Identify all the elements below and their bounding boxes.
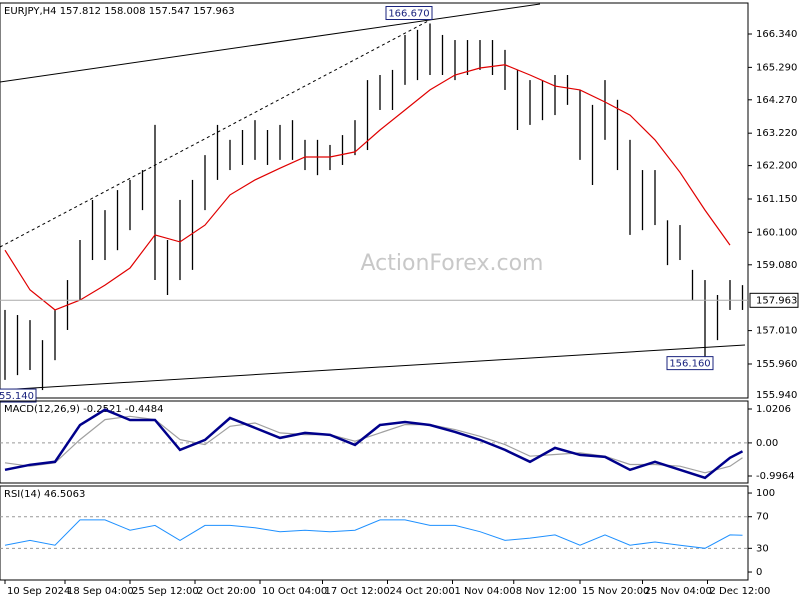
y-tick-label: 163.220 bbox=[756, 128, 797, 139]
last-price-label: 157.963 bbox=[756, 295, 797, 306]
series-line bbox=[4, 408, 744, 480]
panel-title: EURJPY,H4 157.812 158.008 157.547 157.96… bbox=[4, 6, 235, 17]
y-tick-label: 165.290 bbox=[756, 62, 797, 73]
y-tick-label: 0.00 bbox=[756, 438, 778, 449]
series-line bbox=[4, 519, 743, 549]
x-tick-label: 8 Nov 12:00 bbox=[516, 586, 577, 597]
x-tick-label: 15 Nov 20:00 bbox=[582, 586, 649, 597]
y-tick-label: 162.200 bbox=[756, 161, 797, 172]
bottom-label: 155.940 bbox=[756, 390, 797, 401]
series-line bbox=[4, 64, 731, 311]
lower-trendline bbox=[0, 344, 746, 391]
y-tick-label: 160.100 bbox=[756, 227, 797, 238]
y-tick-label: 166.340 bbox=[756, 29, 797, 40]
x-tick-label: 10 Sep 2024 bbox=[7, 586, 70, 597]
annotation-label: 166.670 bbox=[388, 9, 429, 20]
x-tick-label: 17 Oct 12:00 bbox=[325, 586, 390, 597]
last-price-box bbox=[749, 292, 799, 308]
panel-frame bbox=[0, 2, 749, 399]
y-tick-label: 155.960 bbox=[756, 359, 797, 370]
x-tick-label: 1 Nov 04:00 bbox=[455, 586, 516, 597]
panel-frame bbox=[0, 485, 749, 581]
y-tick-label: 159.080 bbox=[756, 260, 797, 271]
y-tick-label: 157.010 bbox=[756, 326, 797, 337]
y-tick-label: 70 bbox=[756, 512, 769, 523]
panel-frame bbox=[0, 400, 749, 484]
panel-title: RSI(14) 46.5063 bbox=[4, 489, 85, 500]
upper-trendline bbox=[0, 3, 541, 83]
x-tick-label: 25 Sep 12:00 bbox=[132, 586, 199, 597]
annotation-label: 155.140 bbox=[0, 391, 34, 402]
panel-title: MACD(12,26,9) -0.2521 -0.4484 bbox=[4, 404, 164, 415]
y-tick-label: 1.0206 bbox=[756, 404, 791, 415]
annotation-label: 156.160 bbox=[669, 359, 710, 370]
x-tick-label: 24 Oct 20:00 bbox=[390, 586, 455, 597]
y-tick-label: 100 bbox=[756, 488, 775, 499]
y-tick-label: -0.9964 bbox=[756, 471, 795, 482]
watermark: ActionForex.com bbox=[361, 251, 544, 276]
y-tick-label: 0 bbox=[756, 567, 762, 578]
y-tick-label: 164.270 bbox=[756, 95, 797, 106]
annotation-box bbox=[0, 388, 37, 403]
x-tick-label: 2 Oct 20:00 bbox=[197, 586, 256, 597]
x-tick-label: 2 Dec 12:00 bbox=[710, 586, 771, 597]
x-tick-label: 10 Oct 04:00 bbox=[262, 586, 327, 597]
x-tick-label: 25 Nov 04:00 bbox=[645, 586, 712, 597]
annotation-box bbox=[666, 356, 714, 371]
y-tick-label: 30 bbox=[756, 543, 769, 554]
annotation-box bbox=[385, 6, 433, 21]
x-tick-label: 18 Sep 04:00 bbox=[67, 586, 134, 597]
series-line bbox=[4, 415, 743, 474]
y-tick-label: 161.150 bbox=[756, 194, 797, 205]
